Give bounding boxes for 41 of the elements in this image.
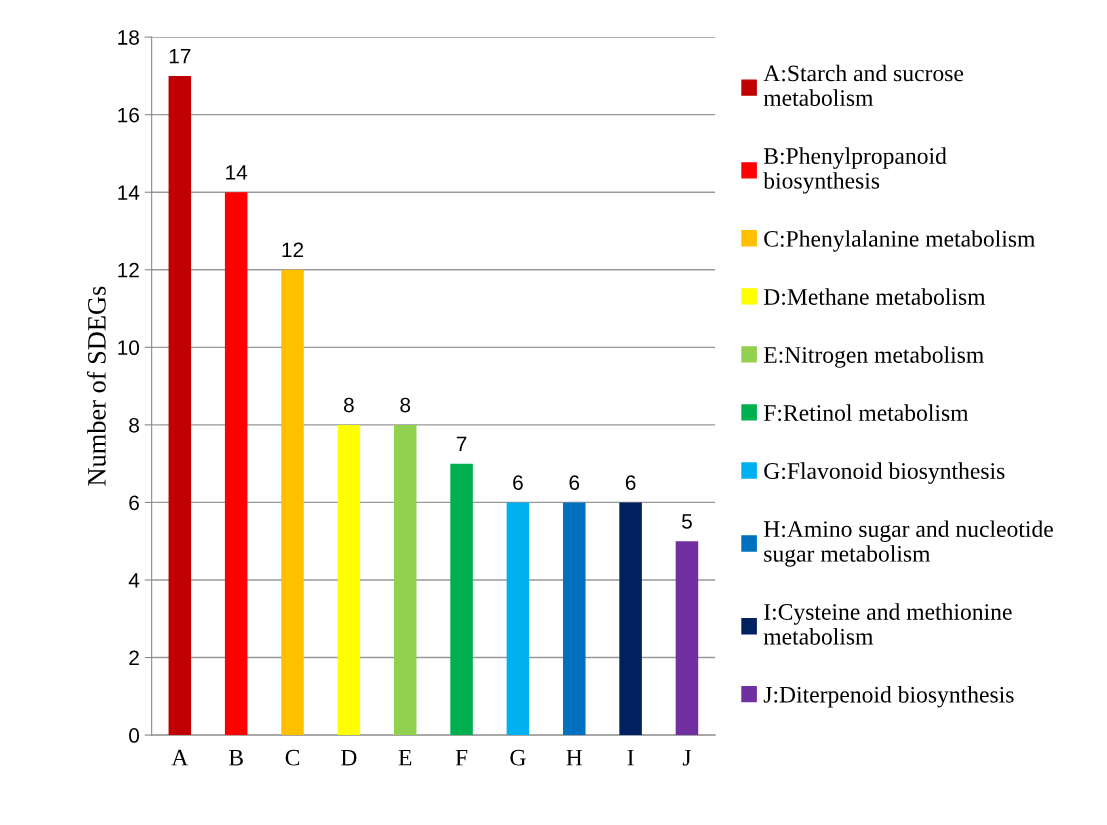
y-tick-label: 10 xyxy=(118,340,140,356)
legend-label: G:Flavonoid biosynthesis xyxy=(764,462,1005,484)
x-tick-label: G xyxy=(510,749,526,766)
x-tick-label: D xyxy=(341,749,357,766)
data-label: 7 xyxy=(456,436,467,451)
legend-label: C:Phenylalanine metabolism xyxy=(764,230,1036,252)
y-tick-label: 6 xyxy=(129,495,139,511)
x-tick-label: I xyxy=(627,749,634,766)
legend-label: A:Starch and sucrose metabolism xyxy=(763,64,964,106)
x-tick-label: A xyxy=(171,749,189,766)
y-tick-label: 14 xyxy=(118,185,140,200)
legend-label: J:Diterpenoid biosynthesis xyxy=(763,686,1014,708)
data-label: 6 xyxy=(625,475,636,490)
y-tick-label: 16 xyxy=(118,107,139,123)
legend-label: I:Cysteine and methionine metabolism xyxy=(763,603,1012,645)
data-label: 14 xyxy=(226,165,248,180)
y-axis-title: Number of SDEGs xyxy=(86,286,106,486)
x-tick-label: C xyxy=(285,749,300,766)
legend-label: F:Retinol metabolism xyxy=(763,404,969,422)
y-tick-label: 0 xyxy=(129,728,140,743)
y-tick-label: 4 xyxy=(128,573,140,588)
x-tick-label: F xyxy=(455,749,468,766)
y-tick-label: 18 xyxy=(118,30,139,45)
y-tick-label: 8 xyxy=(129,417,139,433)
data-label: 8 xyxy=(343,397,354,413)
data-label: 17 xyxy=(169,48,191,64)
data-label: 6 xyxy=(513,475,523,490)
data-label: 8 xyxy=(400,397,411,413)
data-label: 12 xyxy=(282,242,304,258)
legend-label: E:Nitrogen metabolism xyxy=(763,346,984,368)
y-tick-label: 12 xyxy=(118,262,139,278)
x-tick-label: J xyxy=(682,749,692,766)
data-label: 5 xyxy=(681,514,692,529)
y-tick-label: 2 xyxy=(129,650,139,666)
x-tick-label: B xyxy=(228,749,243,766)
x-tick-label: E xyxy=(398,749,412,766)
data-label: 6 xyxy=(569,475,580,490)
legend-label: H:Amino sugar and nucleotide sugar metabolism xyxy=(763,520,1053,567)
legend-label: D:Methane metabolism xyxy=(763,288,986,305)
legend-label: B:Phenylpropanoid biosynthesis xyxy=(763,147,947,194)
x-tick-label: H xyxy=(566,749,583,766)
